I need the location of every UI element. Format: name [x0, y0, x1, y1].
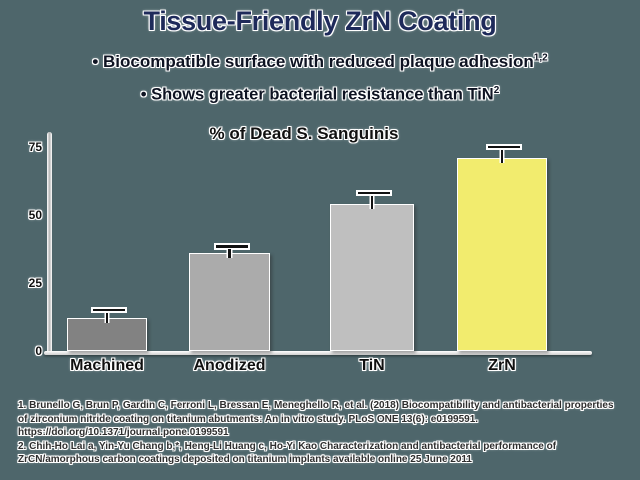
bar-zrn: [457, 157, 547, 351]
x-axis-label-machined: Machined: [70, 357, 144, 374]
footnote-2: 2. Chih-Ho Lai a, Yin-Yu Chang b,*, Heng…: [18, 440, 557, 466]
x-axis-line: [44, 351, 592, 355]
bullet-marker-icon: •: [92, 52, 99, 71]
bullet-1-text: Biocompatible surface with reduced plaqu…: [103, 52, 534, 71]
x-axis-label-zrn: ZrN: [488, 357, 516, 374]
y-tick-label-0: 0: [35, 344, 42, 358]
y-tick-label-25: 25: [28, 276, 42, 290]
x-axis-label-tin: TiN: [359, 357, 385, 374]
bullet-2: • Shows greater bacterial resistance tha…: [0, 85, 640, 105]
error-bar-stem-machined: [105, 312, 109, 324]
error-bar-cap-machined: [91, 306, 127, 314]
slide-title: Tissue-Friendly ZrN Coating: [143, 6, 497, 36]
x-axis-label-anodized: Anodized: [193, 357, 266, 374]
bar-machined: [67, 318, 147, 351]
error-bar-cap-tin: [356, 189, 392, 197]
y-axis-line: [47, 132, 52, 354]
error-bar-cap-anodized: [213, 243, 250, 250]
error-bar-stem-tin: [370, 195, 374, 210]
bar-tin: [330, 204, 414, 351]
bullet-2-superscript: 2: [493, 85, 500, 96]
y-tick-label-50: 50: [28, 208, 42, 222]
footnote-1: 1. Brunello G, Brun P, Gardin C, Ferroni…: [18, 400, 614, 438]
bullet-2-text: Shows greater bacterial resistance than …: [151, 85, 494, 104]
footnotes: 1. Brunello G, Brun P, Gardin C, Ferroni…: [18, 399, 614, 467]
error-bar-cap-zrn: [486, 143, 522, 151]
bar-anodized: [189, 253, 270, 351]
bullet-1: • Biocompatible surface with reduced pla…: [0, 52, 640, 72]
error-bar-stem-anodized: [228, 249, 231, 259]
chart-title: % of Dead S. Sanguinis: [209, 124, 399, 143]
error-bar-stem-zrn: [500, 149, 504, 163]
bullet-marker-icon: •: [140, 85, 147, 104]
y-tick-label-75: 75: [28, 140, 42, 154]
bullet-1-superscript: 1,2: [533, 52, 548, 64]
